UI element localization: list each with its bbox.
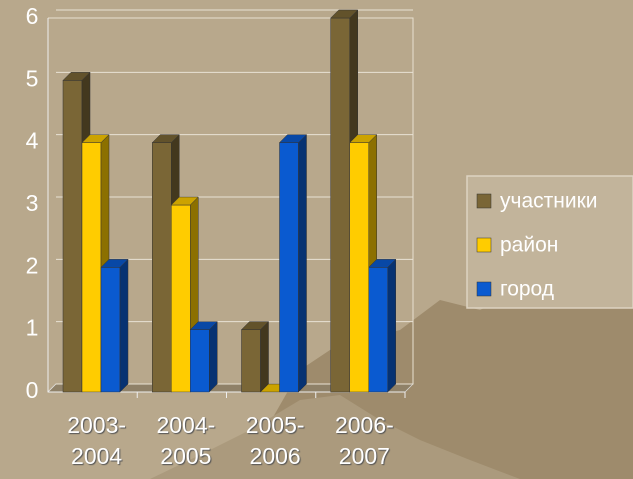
- y-tick-label: 3: [26, 190, 39, 216]
- chart: 0 1 2 3 4 5 6 участники район город 2003-20042004…: [0, 0, 633, 479]
- x-tick-label: 2003-2004: [60, 410, 134, 472]
- legend-swatch: [477, 238, 491, 252]
- y-tick-label: 5: [26, 65, 39, 91]
- bar-front: [242, 330, 261, 392]
- bar-front: [63, 80, 82, 392]
- bar-front: [331, 18, 350, 392]
- chart-svg: 0 1 2 3 4 5 6 участники район город: [0, 0, 633, 479]
- bar: [190, 322, 217, 392]
- bar-front: [280, 143, 299, 392]
- legend-label: город: [500, 278, 554, 301]
- bar-front: [369, 267, 388, 392]
- bar-side: [261, 322, 269, 392]
- bar-side: [120, 259, 128, 392]
- legend-label: участники: [500, 190, 597, 213]
- bar: [242, 322, 269, 392]
- legend-swatch: [477, 282, 491, 296]
- y-tick-label: 0: [26, 377, 39, 403]
- bar: [101, 259, 128, 392]
- bar-side: [209, 322, 217, 392]
- bar: [369, 259, 396, 392]
- x-tick-label: 2005-2006: [238, 410, 312, 472]
- bar-side: [299, 135, 307, 392]
- bar-front: [350, 143, 369, 392]
- bar-front: [101, 267, 120, 392]
- bar-front: [171, 205, 190, 392]
- y-tick-label: 6: [26, 3, 39, 29]
- y-tick-label: 4: [26, 128, 39, 154]
- y-tick-label: 2: [26, 252, 39, 278]
- legend-label: район: [500, 234, 558, 257]
- x-tick-label: 2004-2005: [149, 410, 223, 472]
- legend-swatch: [477, 194, 491, 208]
- bar-front: [152, 143, 171, 392]
- bar-side: [388, 259, 396, 392]
- bar-front: [82, 143, 101, 392]
- y-tick-label: 1: [26, 315, 39, 341]
- bar-front: [190, 330, 209, 392]
- bar: [280, 135, 307, 392]
- x-tick-label: 2006-2007: [327, 410, 401, 472]
